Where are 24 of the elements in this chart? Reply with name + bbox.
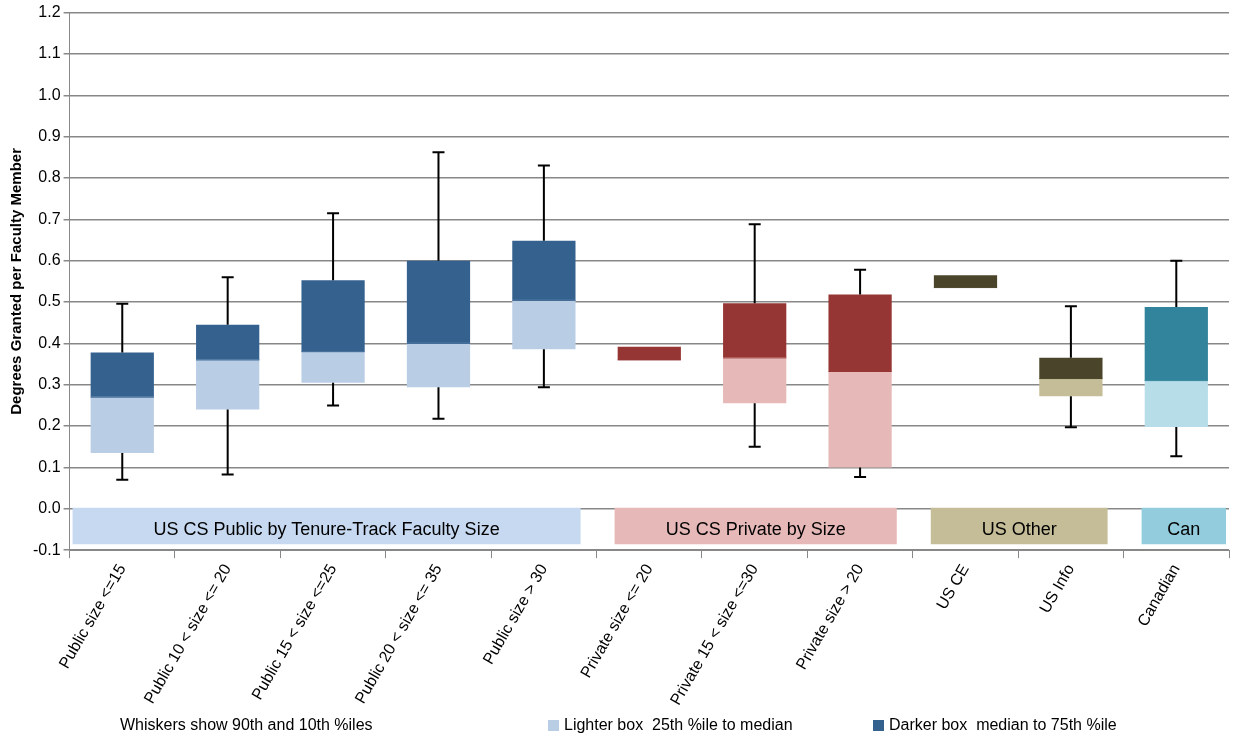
y-tick-label: 0.2 bbox=[38, 416, 61, 434]
y-tick-label: 1.1 bbox=[38, 44, 61, 62]
band-label: US CS Public by Tenure-Track Faculty Size bbox=[153, 518, 500, 539]
y-tick-label: 0.6 bbox=[38, 251, 61, 269]
y-tick-label: -0.1 bbox=[32, 540, 61, 558]
y-axis-title: Degrees Granted per Faculty Member bbox=[7, 147, 25, 415]
band-label: US CS Private by Size bbox=[665, 518, 846, 539]
band-label: Can bbox=[1167, 518, 1201, 539]
y-tick-label: 0.5 bbox=[38, 292, 61, 310]
x-tick-label: US CE bbox=[932, 561, 972, 612]
y-tick-label: 0.4 bbox=[38, 333, 61, 351]
y-tick-label: 0.7 bbox=[38, 209, 61, 227]
text: Whiskers show 90th and 10th %iles bbox=[120, 716, 373, 734]
y-tick-label: 1.0 bbox=[38, 85, 61, 103]
x-tick-label: US Info bbox=[1035, 561, 1078, 616]
y-tick-label: 0.3 bbox=[38, 375, 61, 393]
y-tick-label: 0.0 bbox=[38, 499, 61, 517]
y-tick-label: 0.8 bbox=[38, 168, 61, 186]
legend-label: Lighter box 25th %ile to median bbox=[563, 716, 793, 734]
band-label: US Other bbox=[981, 518, 1057, 539]
y-tick-label: 0.9 bbox=[38, 127, 61, 145]
y-tick-label: 0.1 bbox=[38, 457, 61, 475]
legend-label: Darker box median to 75th %ile bbox=[888, 716, 1117, 734]
y-tick-label: 1.2 bbox=[38, 3, 61, 21]
